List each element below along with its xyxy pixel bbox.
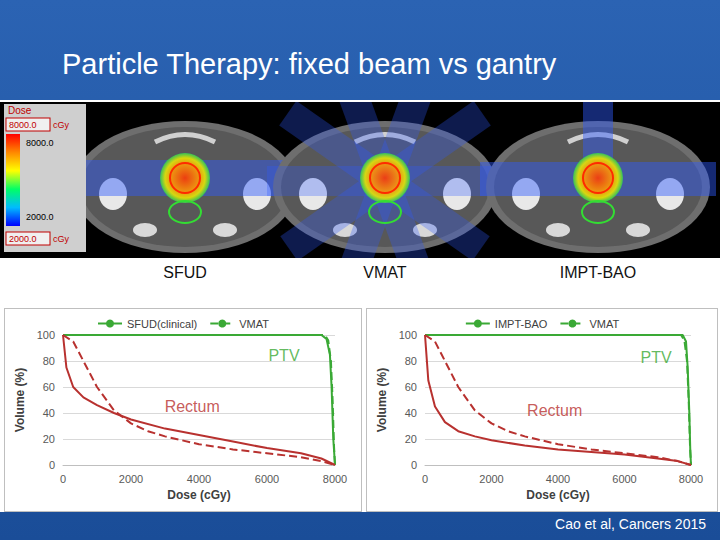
svg-text:PTV: PTV xyxy=(268,347,299,364)
html-text:IMPT-BAO: IMPT-BAO xyxy=(559,264,637,281)
svg-text:60: 60 xyxy=(405,381,417,393)
svg-text:0: 0 xyxy=(60,473,66,485)
svg-text:8000: 8000 xyxy=(323,473,347,485)
svg-text:100: 100 xyxy=(37,329,55,341)
svg-text:8000: 8000 xyxy=(679,473,703,485)
svg-text:2000: 2000 xyxy=(479,473,503,485)
svg-text:0: 0 xyxy=(422,473,428,485)
svg-text:Rectum: Rectum xyxy=(165,398,220,415)
svg-text:8000.0: 8000.0 xyxy=(9,120,37,130)
svg-text:80: 80 xyxy=(43,355,55,367)
svg-text:6000: 6000 xyxy=(255,473,279,485)
svg-text:PTV: PTV xyxy=(641,349,672,366)
svg-text:VMAT: VMAT xyxy=(589,318,619,330)
svg-text:20: 20 xyxy=(43,433,55,445)
svg-text:VMAT: VMAT xyxy=(239,318,269,330)
svg-text:40: 40 xyxy=(405,407,417,419)
svg-text:4000: 4000 xyxy=(546,473,570,485)
svg-text:80: 80 xyxy=(405,355,417,367)
svg-text:Dose (cGy): Dose (cGy) xyxy=(167,488,230,502)
svg-text:6000: 6000 xyxy=(612,473,636,485)
svg-text:Rectum: Rectum xyxy=(527,402,582,419)
svg-text:SFUD(clinical): SFUD(clinical) xyxy=(127,318,197,330)
svg-text:60: 60 xyxy=(43,381,55,393)
svg-text:20: 20 xyxy=(405,433,417,445)
html-text:VMAT: VMAT xyxy=(363,264,407,281)
svg-text:0: 0 xyxy=(411,459,417,471)
html-text:Cao et al, Cancers 2015: Cao et al, Cancers 2015 xyxy=(555,516,706,532)
svg-text:0: 0 xyxy=(49,459,55,471)
html-text:Particle Therapy: fixed beam v: Particle Therapy: fixed beam vs gantry xyxy=(62,48,557,80)
svg-text:4000: 4000 xyxy=(187,473,211,485)
svg-text:Volume (%): Volume (%) xyxy=(13,368,27,432)
svg-text:2000.0: 2000.0 xyxy=(9,234,37,244)
svg-text:cGy: cGy xyxy=(53,120,70,130)
svg-text:Dose (cGy): Dose (cGy) xyxy=(526,488,589,502)
svg-text:100: 100 xyxy=(399,329,417,341)
svg-text:IMPT-BAO: IMPT-BAO xyxy=(495,318,548,330)
svg-text:Volume (%): Volume (%) xyxy=(375,368,389,432)
svg-text:2000.0: 2000.0 xyxy=(26,212,54,222)
svg-text:2000: 2000 xyxy=(119,473,143,485)
svg-text:8000.0: 8000.0 xyxy=(26,138,54,148)
svg-text:40: 40 xyxy=(43,407,55,419)
svg-text:cGy: cGy xyxy=(53,234,70,244)
html-text:SFUD: SFUD xyxy=(163,264,207,281)
svg-text:Dose: Dose xyxy=(8,105,32,116)
